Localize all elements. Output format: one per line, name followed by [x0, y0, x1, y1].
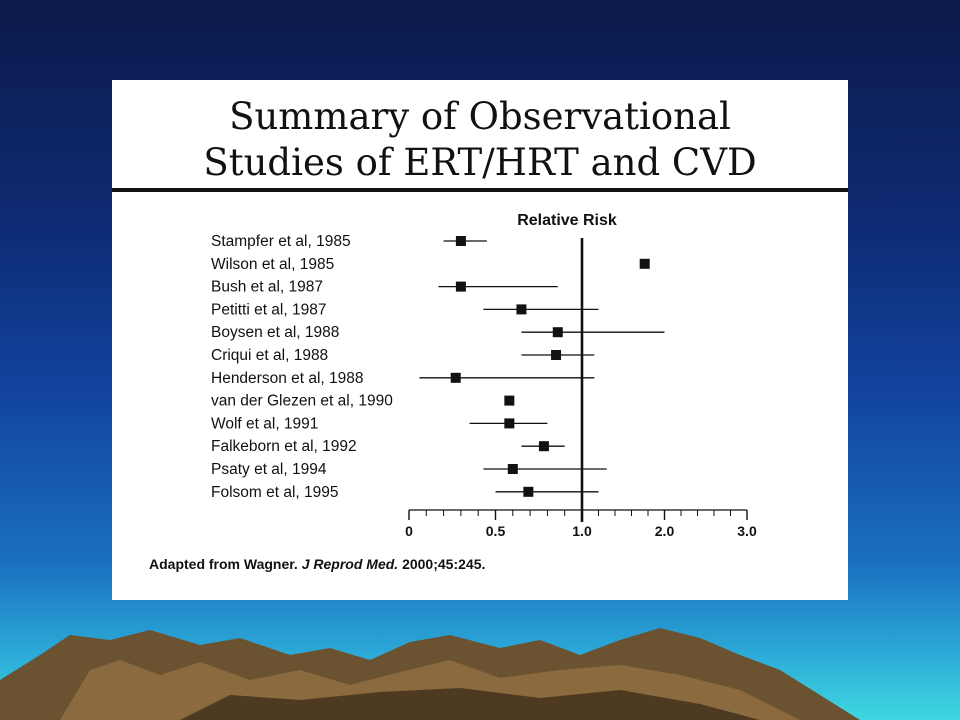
- mountain-range: [0, 628, 860, 720]
- point-estimate: [552, 327, 563, 338]
- source-credit: Adapted from Wagner. J Reprod Med. 2000;…: [149, 556, 485, 572]
- study-label: Stampfer et al, 1985: [211, 233, 351, 250]
- point-estimate: [455, 236, 466, 246]
- point-estimate: [516, 304, 527, 315]
- slide-title: Summary of Observational Studies of ERT/…: [112, 94, 848, 186]
- study-label: Henderson et al, 1988: [211, 370, 364, 387]
- point-estimate: [504, 418, 515, 429]
- credit-prefix: Adapted from Wagner.: [149, 556, 302, 572]
- point-estimate: [450, 372, 461, 383]
- study-label: Falkeborn et al, 1992: [211, 438, 357, 455]
- point-estimate: [507, 464, 518, 474]
- slide-title-line-2: Studies of ERT/HRT and CVD: [203, 141, 757, 184]
- study-label: Bush et al, 1987: [211, 279, 323, 296]
- x-tick-label: 1.0: [572, 523, 592, 539]
- slide-panel: Summary of Observational Studies of ERT/…: [112, 80, 848, 600]
- point-estimate: [455, 281, 466, 292]
- point-estimate: [551, 350, 562, 360]
- study-label: Psaty et al, 1994: [211, 461, 327, 478]
- x-tick-label: 0.5: [486, 523, 506, 539]
- chart-title: Relative Risk: [517, 212, 617, 229]
- x-tick-label: 0: [405, 523, 413, 539]
- study-label: Folsom et al, 1995: [211, 484, 339, 501]
- x-tick-label: 3.0: [737, 523, 757, 539]
- forest-plot: Relative Risk Stampfer et al, 1985 Wilson …: [211, 212, 757, 539]
- credit-journal: J Reprod Med.: [301, 556, 399, 572]
- point-estimate: [523, 486, 534, 497]
- credit-suffix: 2000;45:245.: [398, 556, 486, 572]
- study-label: van der Glezen et al, 1990: [211, 393, 393, 410]
- study-label: Boysen et al, 1988: [211, 324, 339, 341]
- study-label: Wilson et al, 1985: [211, 256, 334, 273]
- title-divider: [112, 188, 848, 192]
- study-label: Wolf et al, 1991: [211, 415, 318, 432]
- slide-title-line-1: Summary of Observational: [229, 95, 731, 138]
- point-estimate: [538, 441, 549, 452]
- point-estimate: [504, 395, 515, 406]
- point-estimate: [639, 258, 650, 269]
- study-label: Criqui et al, 1988: [211, 347, 328, 364]
- x-tick-label: 2.0: [655, 523, 675, 539]
- study-label: Petitti et al, 1987: [211, 301, 326, 318]
